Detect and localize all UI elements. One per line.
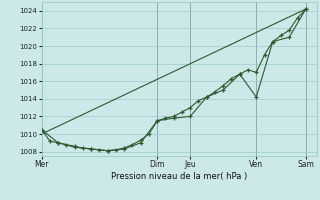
X-axis label: Pression niveau de la mer( hPa ): Pression niveau de la mer( hPa ) — [111, 172, 247, 181]
